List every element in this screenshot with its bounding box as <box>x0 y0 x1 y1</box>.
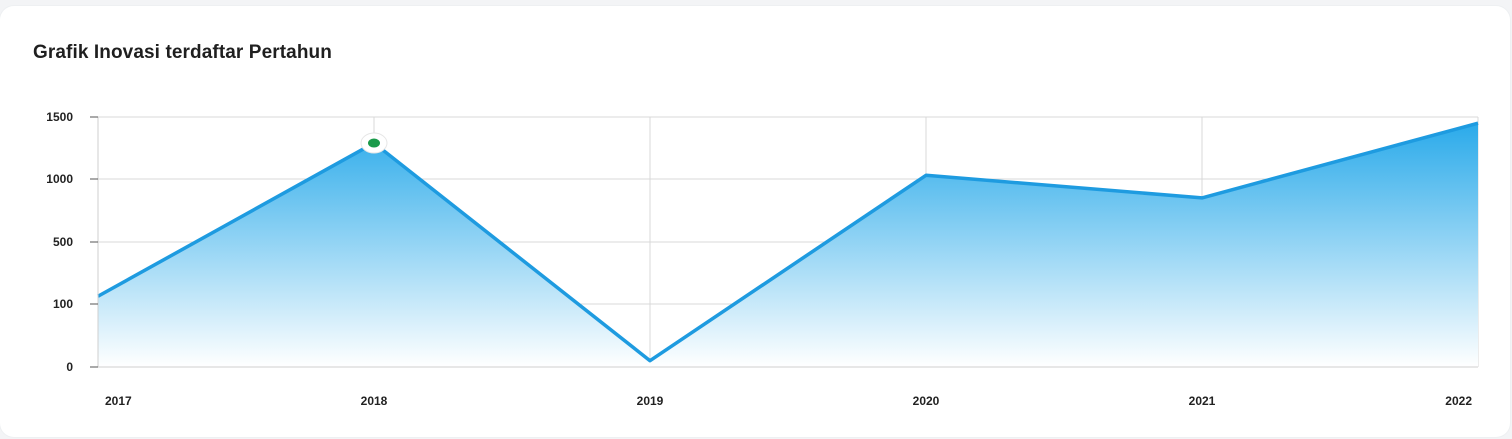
y-tick-label: 1500 <box>46 110 73 124</box>
area-fill <box>98 123 1478 367</box>
x-tick-label: 2019 <box>637 394 664 408</box>
data-point-marker <box>368 138 380 148</box>
y-tick-label: 100 <box>53 297 73 311</box>
y-tick-label: 1000 <box>46 172 73 186</box>
x-tick-label: 2020 <box>913 394 940 408</box>
x-tick-label: 2021 <box>1189 394 1216 408</box>
y-tick-label: 500 <box>53 235 73 249</box>
x-tick-label: 2022 <box>1445 394 1472 408</box>
chart-title: Grafik Inovasi terdaftar Pertahun <box>33 42 332 63</box>
series-line <box>97 121 1479 363</box>
x-tick-label: 2017 <box>105 394 132 408</box>
y-tick-label: 0 <box>66 360 73 374</box>
x-tick-label: 2018 <box>361 394 388 408</box>
